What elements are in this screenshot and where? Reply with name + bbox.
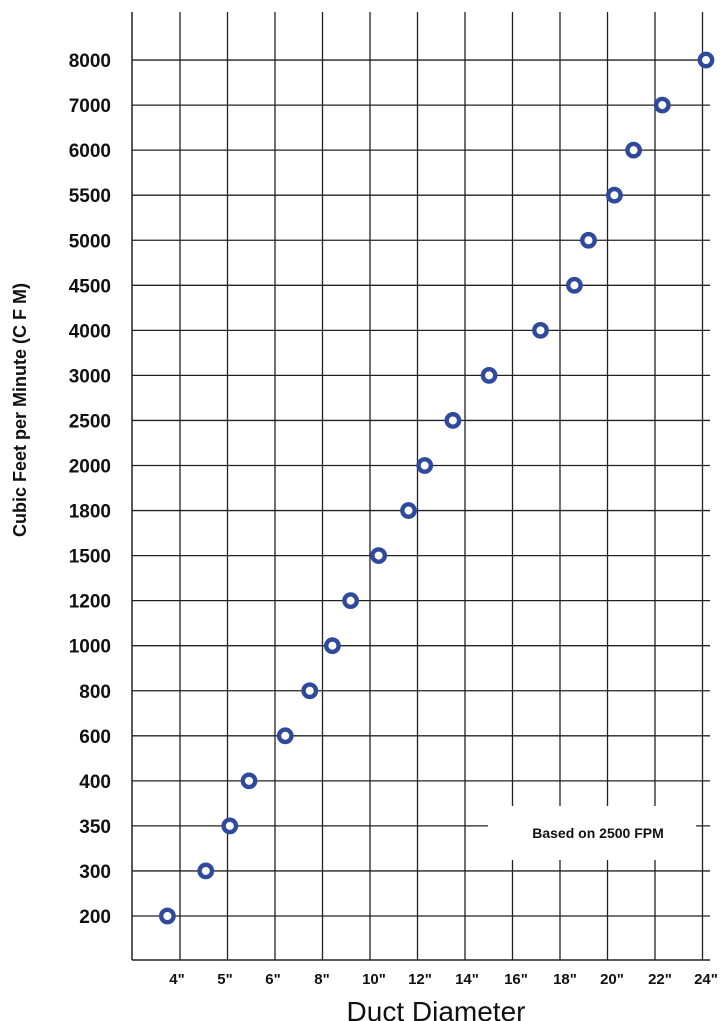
y-tick-label: 1200 [69,592,111,613]
data-point [606,186,623,204]
data-point [240,772,258,790]
data-point [301,682,319,700]
data-point [221,817,239,835]
data-point [158,907,176,925]
y-tick-label: 1800 [69,502,111,523]
x-tick-label: 12" [408,971,432,988]
x-axis-label: Duct Diameter [347,996,526,1021]
y-tick-label: 7000 [69,96,111,117]
y-tick-label: 400 [79,772,111,793]
x-tick-label: 24" [694,971,718,988]
x-tick-label: 18" [553,971,577,988]
x-tick-label: 6" [265,971,280,988]
x-tick-label: 22" [648,971,672,988]
y-tick-label: 3000 [69,366,111,387]
data-point [625,141,642,159]
data-points [158,51,715,925]
data-point [444,412,462,429]
data-point [697,51,715,69]
y-tick-label: 8000 [69,51,111,72]
y-tick-label: 5500 [69,186,111,207]
x-tick-label: 16" [504,971,528,988]
y-tick-label: 4000 [69,321,111,342]
data-point [342,592,359,610]
x-tick-label: 14" [455,971,479,988]
data-point [370,547,387,564]
y-tick-label: 5000 [69,231,111,252]
y-tick-label: 800 [79,682,111,703]
data-point [580,231,597,249]
y-axis-label: Cubic Feet per Minute (C F M) [10,283,30,537]
annotation: Based on 2500 FPM [532,825,664,841]
y-tick-label: 350 [79,817,111,838]
y-tick-label: 6000 [69,141,111,162]
y-tick-label: 300 [79,862,111,883]
x-tick-label: 10" [362,971,386,988]
y-tick-label: 1000 [69,637,111,658]
y-tick-label: 4500 [69,276,111,297]
data-point [416,457,434,474]
x-tick-label: 8" [314,971,329,988]
y-tick-label: 2000 [69,457,111,478]
data-point [653,96,671,114]
x-tick-labels: 4" 5" 6" 8" 10" 12" 14" 16" 18" 20" 22" 24" [169,971,718,988]
data-point [323,637,341,655]
annotation-box [488,806,696,860]
grid [131,12,710,961]
data-point [400,502,417,519]
y-tick-labels: 200 300 350 400 600 800 1000 1200 1500 1800 2000 25… [69,51,111,928]
y-tick-label: 1500 [69,547,111,568]
data-point [197,862,215,880]
y-tick-label: 600 [79,727,111,748]
y-tick-label: 200 [79,907,111,928]
data-point [532,321,549,339]
x-tick-label: 20" [600,971,624,988]
data-point [276,727,294,745]
y-tick-label: 2500 [69,411,111,432]
data-point [566,276,583,294]
data-point [480,366,498,384]
x-tick-label: 5" [217,971,232,988]
x-tick-label: 4" [169,971,184,988]
